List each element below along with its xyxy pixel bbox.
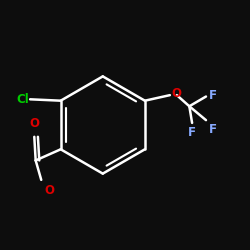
Text: F: F bbox=[188, 126, 196, 139]
Text: Cl: Cl bbox=[16, 93, 29, 106]
Text: O: O bbox=[29, 117, 39, 130]
Text: F: F bbox=[209, 89, 217, 102]
Text: O: O bbox=[44, 184, 54, 197]
Text: O: O bbox=[171, 87, 181, 100]
Text: F: F bbox=[209, 123, 217, 136]
